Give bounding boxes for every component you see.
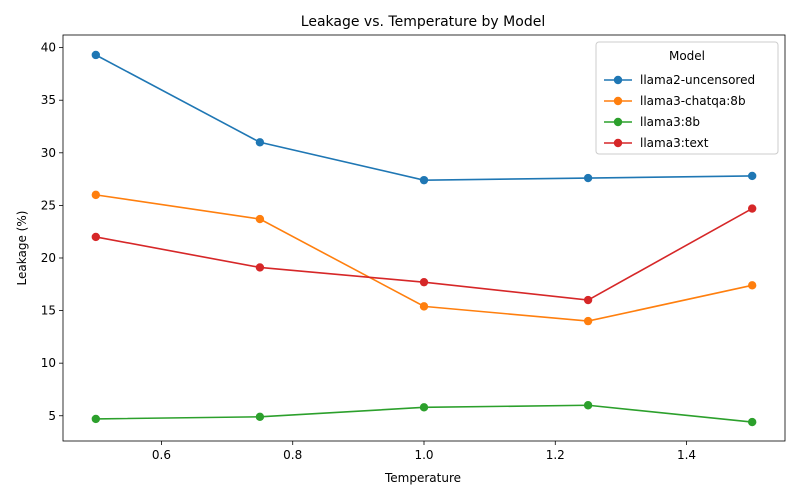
legend-swatch-marker [613,96,623,106]
legend: Model llama2-uncensored llama3-chatqa:8b ll… [595,41,779,155]
y-tick-label: 25 [41,198,56,212]
x-tick-label: 1.4 [677,448,696,462]
legend-item: llama2-uncensored [604,73,755,87]
y-tick-label: 40 [41,41,56,55]
legend-swatch-marker [613,117,623,127]
legend-label: llama3:text [640,136,709,150]
data-point [419,277,429,287]
data-point [419,175,429,185]
legend-title: Model [669,49,705,63]
data-point [91,190,101,200]
data-point [583,295,593,305]
series-llama3-8b [91,401,757,427]
data-point [419,403,429,412]
data-point [747,204,757,213]
legend-item: llama3:8b [604,115,700,129]
data-point [583,316,593,326]
legend-swatch-marker [613,138,623,148]
data-point [583,173,593,183]
legend-label: llama3-chatqa:8b [640,94,746,108]
series-llama2-uncensored [91,50,757,185]
legend-swatch-marker [613,75,623,85]
legend-box [595,41,779,155]
data-point [747,417,757,427]
data-point [255,214,265,224]
series-line [95,194,753,322]
y-tick-label: 35 [41,93,56,107]
x-tick-label: 1.0 [414,448,433,462]
legend-label: llama2-uncensored [640,73,755,87]
data-point [91,414,101,424]
series-layer [91,50,757,427]
y-axis-title: Leakage (%) [15,211,29,286]
x-axis: 0.6 0.8 1.0 1.2 1.4 [152,441,696,462]
y-tick-label: 20 [41,251,56,265]
legend-item: llama3:text [604,136,709,150]
y-axis: 5 10 15 20 25 30 35 40 [41,41,63,423]
data-point [255,412,265,422]
x-tick-label: 1.2 [546,448,565,462]
series-llama3-chatqa-8b [91,190,757,326]
data-point [747,171,757,181]
data-point [255,138,265,147]
data-point [747,281,757,290]
series-llama3-text [91,204,757,305]
y-tick-label: 5 [48,409,56,423]
legend-item: llama3-chatqa:8b [604,94,746,108]
data-point [583,401,593,410]
data-point [255,263,265,272]
x-axis-title: Temperature [384,471,461,485]
data-point [91,50,101,60]
data-point [91,232,101,242]
x-tick-label: 0.8 [283,448,302,462]
y-tick-label: 10 [41,356,56,370]
data-point [419,302,429,311]
y-tick-label: 15 [41,304,56,318]
y-tick-label: 30 [41,146,56,160]
x-tick-label: 0.6 [152,448,171,462]
legend-label: llama3:8b [640,115,700,129]
chart-title: Leakage vs. Temperature by Model [301,14,545,30]
